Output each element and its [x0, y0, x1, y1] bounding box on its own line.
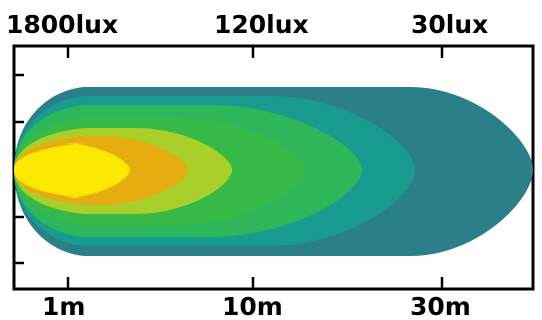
bottom-label-1m: 1m [42, 292, 85, 320]
bottom-label-30m: 30m [410, 292, 471, 320]
top-label-120lux: 120lux [214, 10, 309, 39]
chart-frame [12, 44, 535, 291]
top-label-1800lux: 1800lux [6, 10, 118, 39]
top-label-30lux: 30lux [411, 10, 488, 39]
bottom-label-10m: 10m [222, 292, 283, 320]
beam-contours [14, 87, 533, 256]
contour-level-7 [14, 143, 130, 198]
